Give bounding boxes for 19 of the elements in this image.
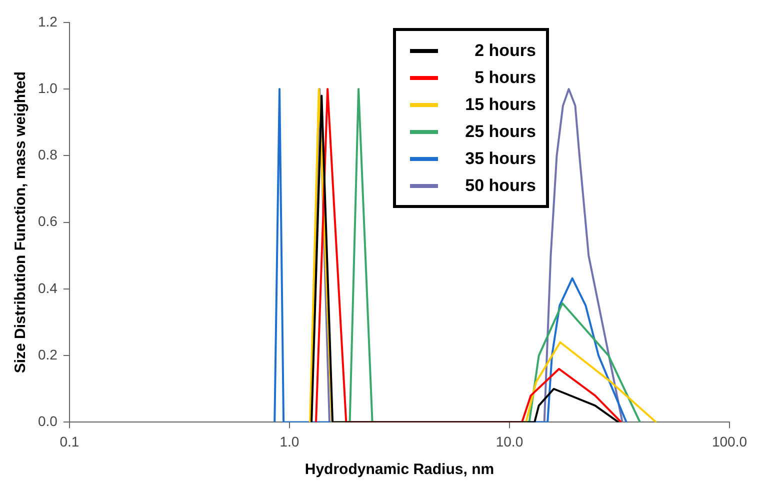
legend-label: 35 hours: [464, 148, 536, 168]
legend-label: 25 hours: [464, 122, 536, 142]
y-tick-label: 1.0: [38, 80, 58, 96]
legend-label: 5 hours: [474, 68, 536, 88]
x-tick-label: 0.1: [60, 433, 80, 450]
y-tick-label: 1.2: [38, 13, 58, 30]
x-tick-label: 1.0: [280, 433, 300, 450]
y-tick-label: 0.2: [38, 346, 58, 362]
legend-label: 15 hours: [464, 94, 536, 114]
x-tick-label: 100.0: [712, 433, 748, 450]
legend-label: 50 hours: [464, 176, 536, 196]
x-axis-title: Hydrodynamic Radius, nm: [304, 461, 494, 478]
y-tick-label: 0.8: [38, 146, 58, 163]
x-tick-label: 10.0: [496, 433, 524, 450]
y-tick-label: 0.6: [38, 213, 58, 230]
y-tick-label: 0.0: [38, 413, 58, 430]
legend-label: 2 hours: [474, 40, 536, 60]
y-axis-title: Size Distribution Function, mass weighted: [12, 71, 30, 374]
y-tick-label: 0.4: [38, 280, 58, 296]
